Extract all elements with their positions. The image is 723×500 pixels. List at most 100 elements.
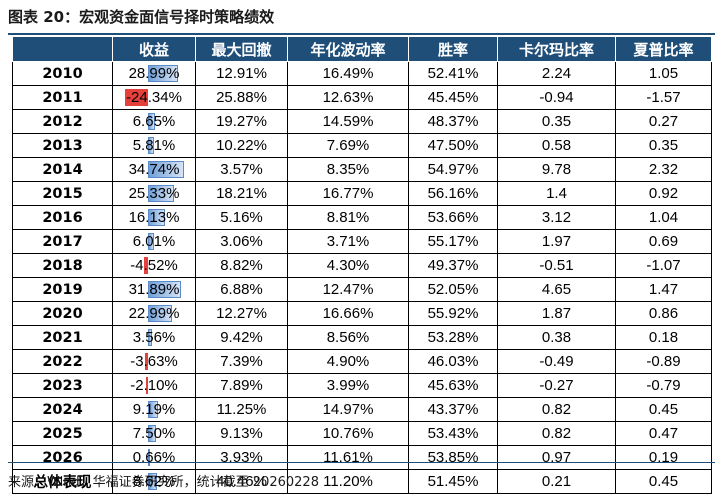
calmar-ratio-cell: 0.58 xyxy=(497,133,616,158)
win-rate-cell: 53.85% xyxy=(408,445,498,470)
return-value: 34.74% xyxy=(128,161,180,178)
win-rate-cell: 55.92% xyxy=(408,301,498,326)
calmar-ratio-cell: 9.78 xyxy=(497,157,616,182)
return-cell: 34.74% xyxy=(112,157,196,182)
annual-volatility-cell: 12.47% xyxy=(287,277,409,302)
return-value: -4.52% xyxy=(130,257,178,274)
annual-volatility-cell: 4.90% xyxy=(287,349,409,374)
max-drawdown-cell: 40.46% xyxy=(195,469,288,494)
max-drawdown-cell: 12.91% xyxy=(195,61,288,86)
return-value: 6.01% xyxy=(132,233,176,250)
row-label: 2026 xyxy=(12,445,113,470)
return-value: 3.56% xyxy=(132,329,176,346)
return-value: 25.33% xyxy=(128,185,180,202)
win-rate-cell: 49.37% xyxy=(408,253,498,278)
return-value: 5.81% xyxy=(132,137,176,154)
return-cell: -2.10% xyxy=(112,373,196,398)
positive-return-bar xyxy=(148,137,155,154)
positive-return-bar xyxy=(148,233,155,250)
positive-return-bar xyxy=(148,401,158,418)
calmar-ratio-cell: 2.24 xyxy=(497,61,616,86)
header-max-drawdown: 最大回撤 xyxy=(195,36,288,62)
return-cell: 9.19% xyxy=(112,397,196,422)
return-value: 28.99% xyxy=(128,65,180,82)
table-row: 2011 -24.34% 25.88% 12.63% 45.45% -0.94 -1.57 xyxy=(12,85,712,110)
max-drawdown-cell: 7.39% xyxy=(195,349,288,374)
table-row: 2016 16.13% 5.16% 8.81% 53.66% 3.12 1.04 xyxy=(12,205,712,230)
max-drawdown-cell: 25.88% xyxy=(195,85,288,110)
sharpe-ratio-cell: 1.05 xyxy=(615,61,712,86)
return-cell: 16.13% xyxy=(112,205,196,230)
win-rate-cell: 53.28% xyxy=(408,325,498,350)
calmar-ratio-cell: 0.21 xyxy=(497,469,616,494)
annual-volatility-cell: 16.77% xyxy=(287,181,409,206)
figure-title: 图表 20：宏观资金面信号择时策略绩效 xyxy=(8,8,275,26)
return-value: -24.34% xyxy=(126,89,182,106)
positive-return-bar xyxy=(148,65,179,82)
annual-volatility-cell: 3.71% xyxy=(287,229,409,254)
win-rate-cell: 56.16% xyxy=(408,181,498,206)
annual-volatility-cell: 8.81% xyxy=(287,205,409,230)
sharpe-ratio-cell: 0.69 xyxy=(615,229,712,254)
return-cell: 8.62% xyxy=(112,469,196,494)
table-row: 2013 5.81% 10.22% 7.69% 47.50% 0.58 0.35 xyxy=(12,133,712,158)
table-row: 2020 22.99% 12.27% 16.66% 55.92% 1.87 0.86 xyxy=(12,301,712,326)
positive-return-bar xyxy=(148,329,152,346)
row-label: 2024 xyxy=(12,397,113,422)
row-label: 总体表现 xyxy=(12,469,113,494)
return-value: 8.62% xyxy=(132,473,176,490)
calmar-ratio-cell: 0.97 xyxy=(497,445,616,470)
annual-volatility-cell: 8.35% xyxy=(287,157,409,182)
positive-return-bar xyxy=(148,473,157,490)
return-value: -2.10% xyxy=(130,377,178,394)
negative-return-bar xyxy=(144,353,148,370)
win-rate-cell: 45.63% xyxy=(408,373,498,398)
return-value: -3.63% xyxy=(130,353,178,370)
annual-volatility-cell: 8.56% xyxy=(287,325,409,350)
table-row: 2023 -2.10% 7.89% 3.99% 45.63% -0.27 -0.79 xyxy=(12,373,712,398)
positive-return-bar xyxy=(148,161,184,178)
table-row: 总体表现 8.62% 40.46% 11.20% 51.45% 0.21 0.45 xyxy=(12,469,712,494)
positive-return-bar xyxy=(148,281,182,298)
row-label: 2015 xyxy=(12,181,113,206)
calmar-ratio-cell: 0.82 xyxy=(497,397,616,422)
annual-volatility-cell: 16.49% xyxy=(287,61,409,86)
header-row: 收益 最大回撤 年化波动率 胜率 卡尔玛比率 夏普比率 xyxy=(12,36,712,62)
calmar-ratio-cell: 1.4 xyxy=(497,181,616,206)
calmar-ratio-cell: -0.94 xyxy=(497,85,616,110)
return-cell: 28.99% xyxy=(112,61,196,86)
calmar-ratio-cell: 1.97 xyxy=(497,229,616,254)
bottom-rule xyxy=(8,462,715,463)
calmar-ratio-cell: 0.82 xyxy=(497,421,616,446)
sharpe-ratio-cell: 0.47 xyxy=(615,421,712,446)
return-cell: -4.52% xyxy=(112,253,196,278)
max-drawdown-cell: 5.16% xyxy=(195,205,288,230)
return-cell: 31.89% xyxy=(112,277,196,302)
positive-return-bar xyxy=(148,113,155,130)
sharpe-ratio-cell: 0.45 xyxy=(615,469,712,494)
positive-return-bar xyxy=(148,209,165,226)
return-value: 9.19% xyxy=(132,401,176,418)
annual-volatility-cell: 14.97% xyxy=(287,397,409,422)
annual-volatility-cell: 14.59% xyxy=(287,109,409,134)
max-drawdown-cell: 19.27% xyxy=(195,109,288,134)
top-rule xyxy=(8,33,715,35)
table-row: 2024 9.19% 11.25% 14.97% 43.37% 0.82 0.45 xyxy=(12,397,712,422)
header-sharpe-ratio: 夏普比率 xyxy=(615,36,712,62)
row-label: 2013 xyxy=(12,133,113,158)
annual-volatility-cell: 11.20% xyxy=(287,469,409,494)
return-cell: 6.01% xyxy=(112,229,196,254)
return-cell: 5.81% xyxy=(112,133,196,158)
table-row: 2026 0.66% 3.93% 11.61% 53.85% 0.97 0.19 xyxy=(12,445,712,470)
annual-volatility-cell: 10.76% xyxy=(287,421,409,446)
negative-return-bar xyxy=(146,377,148,394)
annual-volatility-cell: 12.63% xyxy=(287,85,409,110)
sharpe-ratio-cell: 0.92 xyxy=(615,181,712,206)
positive-return-bar xyxy=(148,449,150,466)
table-row: 2019 31.89% 6.88% 12.47% 52.05% 4.65 1.47 xyxy=(12,277,712,302)
header-return: 收益 xyxy=(112,36,196,62)
header-corner xyxy=(12,36,113,62)
win-rate-cell: 53.43% xyxy=(408,421,498,446)
table-row: 2010 28.99% 12.91% 16.49% 52.41% 2.24 1.05 xyxy=(12,61,712,86)
table-row: 2012 6.65% 19.27% 14.59% 48.37% 0.35 0.27 xyxy=(12,109,712,134)
